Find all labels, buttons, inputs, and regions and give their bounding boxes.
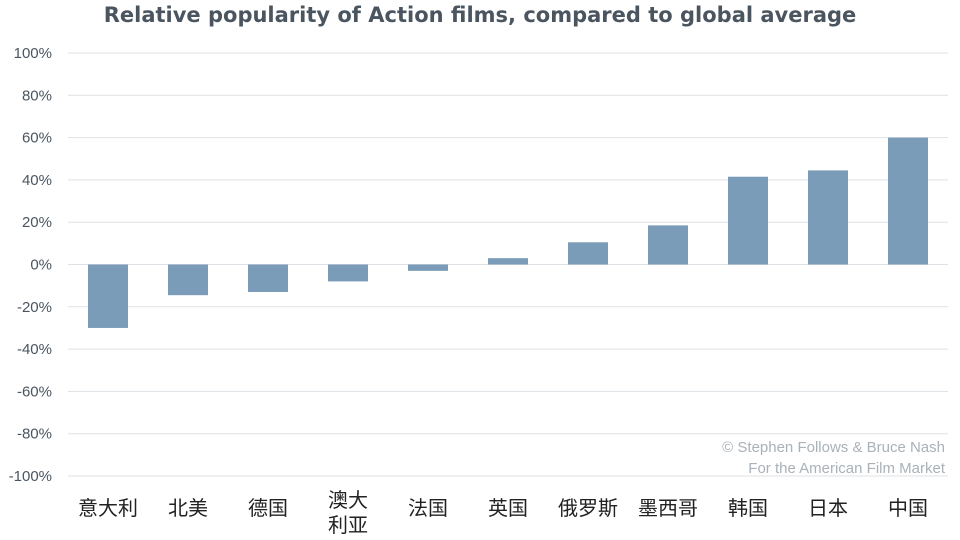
x-tick-label: 韩国	[728, 496, 768, 520]
y-tick-label: -80%	[17, 426, 52, 443]
bar	[568, 242, 608, 265]
bar	[408, 264, 448, 271]
bar	[168, 264, 208, 296]
y-tick-label: -20%	[17, 299, 52, 316]
y-tick-label: 100%	[14, 45, 52, 62]
x-tick-label: 意大利	[78, 496, 138, 520]
x-tick-label: 北美	[168, 496, 208, 520]
y-tick-label: 40%	[22, 172, 52, 189]
bar-layer	[88, 137, 928, 328]
y-tick-label: -40%	[17, 341, 52, 358]
bar	[648, 225, 688, 265]
y-axis: 100% 80% 60% 40% 20% 0% -20% -40% -60% -80% -100%	[9, 45, 52, 485]
x-tick-label: 俄罗斯	[558, 496, 618, 520]
y-tick-label: 80%	[22, 87, 52, 104]
x-tick-label: 英国	[488, 496, 528, 520]
bar	[728, 176, 768, 265]
bar	[328, 264, 368, 282]
x-tick-label: 利亚	[328, 513, 368, 537]
y-tick-label: 20%	[22, 214, 52, 231]
y-tick-label: 0%	[30, 257, 52, 274]
x-tick-label: 墨西哥	[638, 496, 698, 520]
y-tick-label: 60%	[22, 130, 52, 147]
y-tick-label: -100%	[9, 468, 52, 485]
bar	[488, 258, 528, 265]
x-tick-label: 法国	[408, 496, 448, 520]
x-tick-label: 中国	[888, 496, 928, 520]
credit-line-1: © Stephen Follows & Bruce Nash	[722, 439, 945, 456]
bar	[248, 264, 288, 292]
credit-line-2: For the American Film Market	[748, 460, 946, 477]
chart-title: Relative popularity of Action films, com…	[104, 3, 857, 27]
bar	[88, 264, 128, 328]
y-tick-label: -60%	[17, 383, 52, 400]
x-tick-label: 德国	[248, 496, 288, 520]
x-tick-label: 澳大	[328, 488, 368, 512]
bar	[808, 170, 848, 265]
bar	[888, 137, 928, 265]
x-tick-label: 日本	[808, 496, 848, 520]
